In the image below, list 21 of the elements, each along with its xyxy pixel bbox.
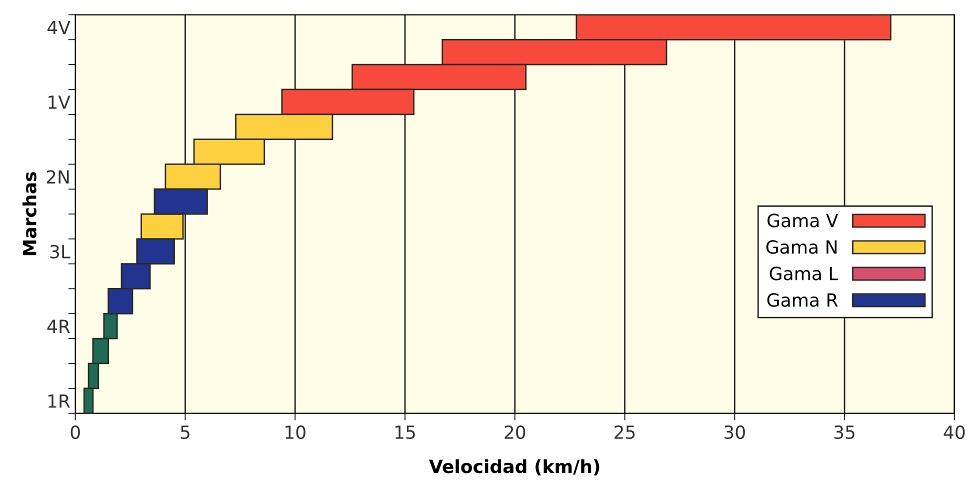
y-axis-title: Marchas	[22, 172, 36, 256]
x-tick-label: 30	[724, 425, 745, 440]
y-tick-label: 1V	[48, 96, 70, 109]
x-tick-label: 35	[834, 425, 854, 440]
x-tick-label: 0	[70, 425, 80, 440]
y-tick-label: 1R	[48, 394, 70, 408]
x-tick-label: 40	[944, 425, 965, 440]
x-tick-label: 5	[180, 426, 190, 440]
y-tick-label: 3L	[50, 244, 70, 258]
x-tick-label: 20	[504, 425, 526, 440]
x-tick-label: 10	[286, 425, 306, 440]
legend-label: Gama V	[768, 214, 838, 228]
x-axis-title: Velocidad (km/h)	[429, 459, 600, 476]
y-tick-label: 4R	[47, 320, 70, 333]
x-tick-label: 25	[614, 425, 635, 440]
legend-label: Gama N	[766, 240, 837, 254]
x-tick-label: 15	[395, 426, 415, 440]
legend-label: Gama R	[767, 293, 838, 307]
y-tick-label: 2N	[46, 170, 69, 184]
legend-label: Gama L	[770, 266, 838, 280]
y-tick-label: 4V	[48, 20, 70, 34]
